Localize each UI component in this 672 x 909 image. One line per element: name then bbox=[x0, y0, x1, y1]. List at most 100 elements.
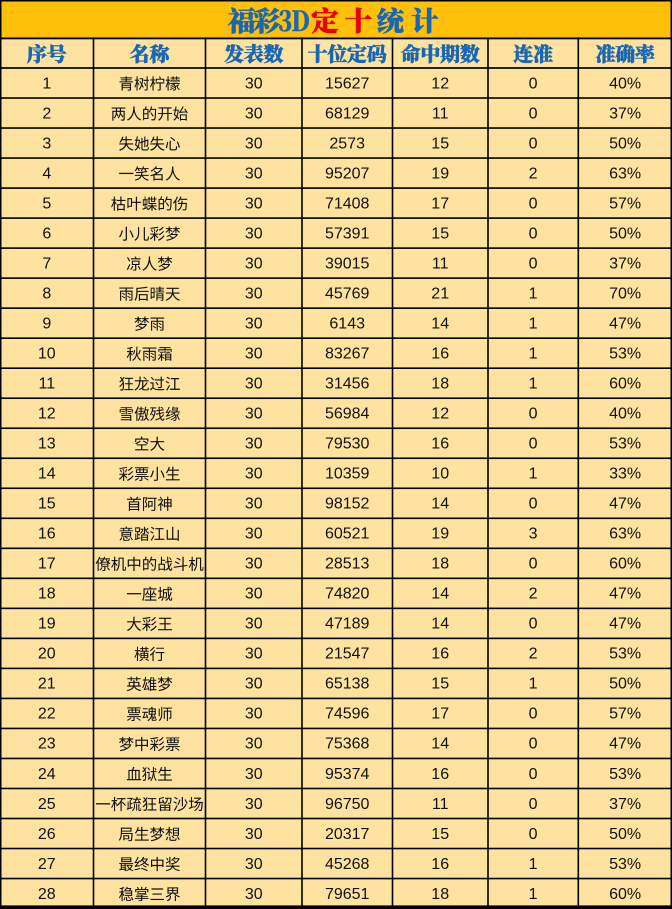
svg-text:30: 30 bbox=[245, 676, 263, 693]
svg-text:47%: 47% bbox=[609, 316, 641, 333]
svg-text:19: 19 bbox=[38, 616, 56, 633]
svg-text:30: 30 bbox=[245, 436, 263, 453]
svg-text:98152: 98152 bbox=[325, 496, 370, 513]
svg-text:17: 17 bbox=[38, 556, 56, 573]
svg-text:1: 1 bbox=[529, 316, 538, 333]
svg-text:30: 30 bbox=[245, 586, 263, 603]
svg-text:75368: 75368 bbox=[325, 736, 370, 753]
svg-text:0: 0 bbox=[529, 556, 538, 573]
svg-text:57391: 57391 bbox=[325, 225, 370, 242]
svg-text:45268: 45268 bbox=[325, 856, 370, 873]
svg-text:15: 15 bbox=[431, 826, 449, 843]
svg-text:47%: 47% bbox=[609, 586, 641, 603]
svg-text:2: 2 bbox=[42, 105, 51, 122]
svg-text:95374: 95374 bbox=[325, 766, 370, 783]
svg-text:30: 30 bbox=[245, 526, 263, 543]
svg-text:57%: 57% bbox=[609, 706, 641, 723]
svg-text:2: 2 bbox=[529, 646, 538, 663]
svg-text:20317: 20317 bbox=[325, 826, 370, 843]
svg-text:63%: 63% bbox=[609, 526, 641, 543]
svg-text:2: 2 bbox=[529, 165, 538, 182]
svg-text:50%: 50% bbox=[609, 826, 641, 843]
svg-text:11: 11 bbox=[38, 376, 55, 393]
svg-text:3: 3 bbox=[42, 135, 51, 152]
svg-text:6143: 6143 bbox=[329, 316, 365, 333]
svg-text:11: 11 bbox=[432, 105, 449, 122]
svg-text:19: 19 bbox=[431, 165, 449, 182]
svg-text:12: 12 bbox=[38, 406, 56, 423]
svg-text:0: 0 bbox=[529, 135, 538, 152]
svg-text:30: 30 bbox=[245, 346, 263, 363]
svg-text:79651: 79651 bbox=[325, 886, 370, 903]
svg-text:1: 1 bbox=[529, 285, 538, 302]
svg-text:7: 7 bbox=[42, 255, 51, 272]
svg-text:21: 21 bbox=[38, 676, 56, 693]
svg-text:30: 30 bbox=[245, 466, 263, 483]
svg-text:0: 0 bbox=[529, 255, 538, 272]
svg-text:21: 21 bbox=[431, 285, 449, 302]
svg-text:10: 10 bbox=[38, 346, 56, 363]
svg-text:15: 15 bbox=[38, 496, 56, 513]
svg-text:1: 1 bbox=[529, 856, 538, 873]
svg-text:15: 15 bbox=[431, 135, 449, 152]
svg-text:0: 0 bbox=[529, 436, 538, 453]
svg-text:30: 30 bbox=[245, 255, 263, 272]
svg-text:47189: 47189 bbox=[325, 616, 370, 633]
svg-text:50%: 50% bbox=[609, 676, 641, 693]
svg-text:0: 0 bbox=[529, 796, 538, 813]
svg-text:30: 30 bbox=[245, 165, 263, 182]
svg-text:10: 10 bbox=[431, 466, 449, 483]
svg-text:30: 30 bbox=[245, 766, 263, 783]
svg-text:9: 9 bbox=[42, 316, 51, 333]
svg-text:37%: 37% bbox=[609, 796, 641, 813]
svg-text:0: 0 bbox=[529, 75, 538, 92]
svg-text:53%: 53% bbox=[609, 856, 641, 873]
svg-text:16: 16 bbox=[431, 646, 449, 663]
svg-text:6: 6 bbox=[42, 225, 51, 242]
svg-text:0: 0 bbox=[529, 736, 538, 753]
svg-text:60521: 60521 bbox=[325, 526, 370, 543]
svg-text:47%: 47% bbox=[609, 736, 641, 753]
svg-text:68129: 68129 bbox=[325, 105, 370, 122]
svg-text:60%: 60% bbox=[609, 376, 641, 393]
svg-text:50%: 50% bbox=[609, 225, 641, 242]
svg-text:4: 4 bbox=[42, 165, 51, 182]
svg-text:79530: 79530 bbox=[325, 436, 370, 453]
svg-text:1: 1 bbox=[529, 676, 538, 693]
svg-text:30: 30 bbox=[245, 135, 263, 152]
svg-text:30: 30 bbox=[245, 195, 263, 212]
svg-text:0: 0 bbox=[529, 195, 538, 212]
svg-text:14: 14 bbox=[431, 316, 449, 333]
svg-text:26: 26 bbox=[38, 826, 56, 843]
svg-text:71408: 71408 bbox=[325, 195, 370, 212]
svg-text:45769: 45769 bbox=[325, 285, 370, 302]
svg-text:39015: 39015 bbox=[325, 255, 370, 272]
svg-text:24: 24 bbox=[38, 766, 56, 783]
svg-text:30: 30 bbox=[245, 376, 263, 393]
svg-text:30: 30 bbox=[245, 856, 263, 873]
svg-text:53%: 53% bbox=[609, 766, 641, 783]
svg-text:17: 17 bbox=[431, 706, 449, 723]
svg-text:10359: 10359 bbox=[325, 466, 370, 483]
svg-text:0: 0 bbox=[529, 496, 538, 513]
svg-text:28513: 28513 bbox=[325, 556, 370, 573]
svg-text:18: 18 bbox=[431, 886, 449, 903]
svg-text:16: 16 bbox=[431, 856, 449, 873]
svg-text:33%: 33% bbox=[609, 466, 641, 483]
svg-text:63%: 63% bbox=[609, 165, 641, 182]
svg-text:53%: 53% bbox=[609, 346, 641, 363]
svg-text:14: 14 bbox=[38, 466, 56, 483]
svg-text:0: 0 bbox=[529, 105, 538, 122]
svg-text:12: 12 bbox=[431, 75, 449, 92]
svg-text:14: 14 bbox=[431, 616, 449, 633]
svg-text:14: 14 bbox=[431, 496, 449, 513]
svg-text:27: 27 bbox=[38, 856, 56, 873]
svg-text:30: 30 bbox=[245, 285, 263, 302]
svg-text:50%: 50% bbox=[609, 135, 641, 152]
svg-text:11: 11 bbox=[432, 255, 449, 272]
svg-text:30: 30 bbox=[245, 796, 263, 813]
svg-text:18: 18 bbox=[38, 586, 56, 603]
svg-text:30: 30 bbox=[245, 826, 263, 843]
svg-text:0: 0 bbox=[529, 826, 538, 843]
svg-text:16: 16 bbox=[431, 766, 449, 783]
